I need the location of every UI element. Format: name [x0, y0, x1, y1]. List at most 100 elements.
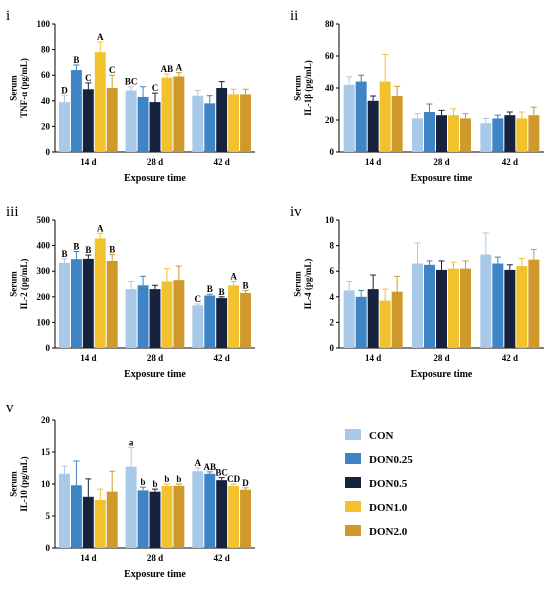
- significance-letter: A: [97, 32, 104, 42]
- bar: [492, 263, 504, 348]
- bar: [192, 471, 204, 548]
- x-tick-label: 14 d: [365, 353, 381, 363]
- legend-item: CON: [345, 429, 394, 442]
- significance-letter: C: [109, 65, 116, 75]
- bar: [137, 490, 149, 548]
- y-tick-label: 80: [41, 45, 51, 55]
- bar: [125, 466, 137, 548]
- significance-letter: BC: [215, 468, 228, 478]
- bar: [204, 103, 216, 152]
- bar: [125, 90, 137, 152]
- bar: [391, 96, 403, 152]
- significance-letter: B: [85, 245, 91, 255]
- panel-iv: iv 0 2 4 6 8 10 SerumIL-4 (pg/mL) 14 d 28 d 42 d Ex…: [290, 204, 544, 380]
- x-tick-label: 14 d: [80, 157, 96, 167]
- bar: [94, 500, 106, 548]
- bar: [161, 281, 173, 348]
- bar: [216, 480, 228, 548]
- bar: [161, 485, 173, 548]
- y-tick-label: 40: [325, 83, 335, 93]
- significance-letter: B: [73, 241, 79, 251]
- bar: [367, 289, 379, 348]
- panel-ii: ii 0 20 40 60 80 SerumIL-1β (pg/mL) 14 d 28 d 42 …: [290, 8, 544, 184]
- panel-label: iii: [6, 204, 19, 220]
- bar: [82, 496, 94, 548]
- bar: [125, 289, 137, 348]
- legend-swatch: [345, 477, 361, 488]
- bar: [516, 118, 528, 152]
- legend-swatch: [345, 429, 361, 440]
- bar: [82, 258, 94, 348]
- bar: [173, 485, 185, 548]
- bar: [149, 491, 161, 548]
- significance-letter: AB: [203, 462, 216, 472]
- x-axis-label: Exposure time: [411, 369, 473, 380]
- y-tick-label: 400: [37, 241, 51, 251]
- y-tick-label: 2: [330, 317, 335, 327]
- x-tick-label: 42 d: [502, 157, 518, 167]
- bar: [480, 254, 492, 348]
- significance-letter: B: [61, 249, 67, 259]
- y-tick-label: 15: [41, 447, 51, 457]
- y-axis-label-line2: IL-10 (pg/mL): [19, 456, 29, 511]
- y-axis-label-line2: IL-2 (pg/mL): [19, 259, 29, 310]
- y-axis-label-line1: Serum: [293, 75, 303, 101]
- bar: [204, 295, 216, 348]
- y-axis-label-line1: Serum: [9, 471, 19, 497]
- y-tick-label: 200: [37, 292, 51, 302]
- panel-label: i: [6, 8, 10, 24]
- x-tick-label: 28 d: [147, 157, 163, 167]
- bar: [192, 95, 204, 152]
- bar: [204, 473, 216, 548]
- significance-letter: AB: [161, 64, 174, 74]
- y-tick-label: 500: [37, 215, 51, 225]
- y-axis-label-line1: Serum: [9, 75, 19, 101]
- y-tick-label: 20: [41, 415, 51, 425]
- bar: [137, 96, 149, 152]
- x-tick-label: 14 d: [365, 157, 381, 167]
- bar: [343, 290, 355, 348]
- significance-letter: D: [242, 478, 249, 488]
- x-axis-label: Exposure time: [124, 569, 186, 580]
- bar: [216, 298, 228, 348]
- significance-letter: B: [73, 55, 79, 65]
- x-tick-label: 28 d: [147, 353, 163, 363]
- bar: [424, 112, 435, 152]
- significance-letter: b: [141, 477, 146, 487]
- bar: [240, 292, 251, 348]
- bar: [94, 52, 106, 152]
- y-tick-label: 20: [41, 121, 51, 131]
- y-tick-label: 20: [325, 115, 335, 125]
- y-tick-label: 300: [37, 266, 51, 276]
- bar: [82, 89, 94, 152]
- legend-label: DON2.0: [369, 526, 408, 538]
- x-tick-label: 14 d: [80, 353, 96, 363]
- bar: [516, 266, 528, 348]
- bar: [367, 100, 379, 152]
- bar: [137, 285, 149, 348]
- legend-label: DON0.25: [369, 454, 413, 466]
- y-tick-label: 0: [46, 147, 51, 157]
- panel-label: v: [6, 400, 14, 416]
- y-tick-label: 40: [41, 96, 51, 106]
- y-axis-label: SerumTNF-α (pg/mL): [9, 58, 29, 118]
- legend-item: DON1.0: [345, 501, 408, 514]
- y-tick-label: 0: [46, 343, 51, 353]
- bar: [412, 118, 423, 152]
- y-tick-label: 0: [46, 543, 51, 553]
- bar: [228, 285, 240, 348]
- bar: [460, 268, 471, 348]
- y-tick-label: 100: [37, 19, 51, 29]
- y-axis-label-line1: Serum: [293, 271, 303, 297]
- significance-letter: C: [85, 73, 92, 83]
- bar: [149, 102, 161, 152]
- y-tick-label: 4: [330, 292, 335, 302]
- y-axis-label: SerumIL-4 (pg/mL): [293, 259, 313, 310]
- legend-item: DON0.5: [345, 477, 408, 490]
- bar: [528, 115, 540, 152]
- bar: [412, 263, 423, 348]
- significance-letter: A: [230, 271, 237, 281]
- bar: [436, 269, 447, 348]
